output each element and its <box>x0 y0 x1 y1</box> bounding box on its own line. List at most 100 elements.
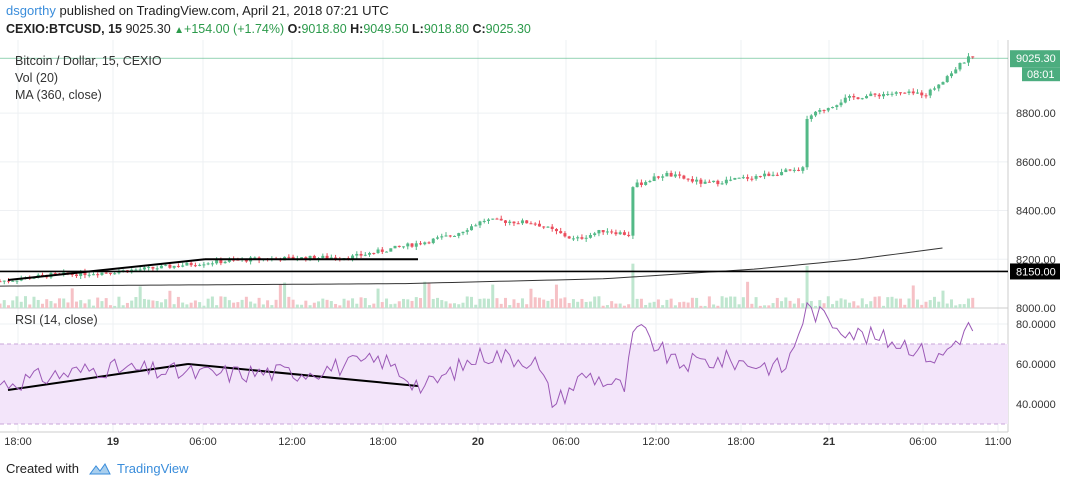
volume-bar <box>491 284 495 308</box>
volume-bar <box>66 302 70 308</box>
candle-body <box>890 93 894 95</box>
last-price-label: 9025.30 <box>1016 53 1056 65</box>
volume-bar <box>278 284 282 308</box>
volume-bar <box>189 302 193 308</box>
volume-bar <box>406 299 410 308</box>
candle-body <box>533 223 537 225</box>
volume-bar <box>36 299 40 308</box>
candle-body <box>368 252 372 255</box>
candle-body <box>491 218 495 220</box>
volume-bar <box>321 298 325 308</box>
volume-bar <box>155 300 159 308</box>
candle-body <box>576 237 580 239</box>
candle-body <box>631 187 635 236</box>
volume-bar <box>32 296 36 308</box>
volume-bar <box>469 296 473 308</box>
candle-body <box>155 268 159 270</box>
close-label: C: <box>469 22 486 36</box>
candle-body <box>635 182 639 188</box>
volume-bar <box>712 304 716 308</box>
price-tick-label: 8600.00 <box>1016 157 1056 169</box>
price-chart[interactable]: 8000.00 8200.00 8400.00 8600.00 8800.00 40.00… <box>0 40 1074 456</box>
time-axis: 18:00 19 06:00 12:00 18:00 20 06:00 12:00 18:00 2… <box>4 436 1011 448</box>
candle-body <box>627 234 631 236</box>
candle-body <box>419 243 423 245</box>
candle-body <box>19 278 23 281</box>
author-link[interactable]: dsgorthy <box>6 3 56 18</box>
volume-bar <box>83 303 87 308</box>
tradingview-link[interactable]: TradingView <box>116 461 189 476</box>
candle-body <box>100 272 104 275</box>
volume-bar <box>860 298 864 308</box>
candle-body <box>822 110 826 112</box>
candle-body <box>185 262 189 266</box>
candle-body <box>559 231 563 234</box>
volume-bar <box>826 296 830 308</box>
candle-body <box>172 265 176 268</box>
candle-body <box>440 236 444 238</box>
volume-bar <box>283 282 287 308</box>
candle-body <box>911 91 915 94</box>
candle-body <box>571 238 575 240</box>
volume-bar <box>597 296 601 308</box>
volume-bar <box>873 296 877 308</box>
candle-body <box>716 180 720 185</box>
candle-body <box>652 176 656 182</box>
candle-body <box>865 96 869 99</box>
volume-bar <box>758 305 762 308</box>
last-price: 9025.30 <box>122 22 175 36</box>
candle-body <box>461 231 465 234</box>
volume-bar <box>444 301 448 308</box>
rsi-trendline-up <box>7 363 189 391</box>
candle-body <box>907 91 911 93</box>
rsi-tick-label: 80.0000 <box>1016 319 1056 331</box>
candle-body <box>83 271 87 276</box>
volume-bar <box>45 299 49 308</box>
candle-body <box>355 253 359 256</box>
volume-bar <box>652 301 656 308</box>
candle-body <box>690 179 694 182</box>
candle-body <box>937 84 941 89</box>
volume-bar <box>19 301 23 308</box>
candle-body <box>605 231 609 233</box>
rsi-band <box>0 344 1008 424</box>
volume-bar <box>771 303 775 308</box>
candle-body <box>818 110 822 112</box>
volume-bar <box>920 304 924 308</box>
volume-bar <box>882 305 886 308</box>
time-tick-label: 21 <box>823 436 835 448</box>
candle-body <box>941 82 945 85</box>
volume-bar <box>402 298 406 308</box>
volume-bar <box>308 305 312 308</box>
volume-bar <box>567 303 571 308</box>
countdown-badge <box>1022 67 1060 82</box>
candle-body <box>699 179 703 184</box>
volume-bar <box>74 301 78 308</box>
candle-body <box>805 118 809 168</box>
volume-bar <box>448 303 452 308</box>
price-tick-label: 8800.00 <box>1016 108 1056 120</box>
candle-body <box>138 269 142 271</box>
candle-body <box>656 176 660 178</box>
volume-bar <box>23 296 27 308</box>
volume-bar <box>703 305 707 308</box>
candle-body <box>96 274 100 276</box>
volume-bar <box>512 299 516 308</box>
publish-line: dsgorthy published on TradingView.com, A… <box>6 3 389 18</box>
candle-body <box>644 182 648 185</box>
volume-bar <box>495 298 499 308</box>
volume-bar <box>809 300 813 308</box>
candle-body <box>164 264 168 266</box>
volume-bar <box>206 298 210 308</box>
volume-bar <box>618 303 622 308</box>
legend-rsi: RSI (14, close) <box>15 313 98 327</box>
candle-body <box>406 243 410 247</box>
volume-bar <box>958 304 962 308</box>
candle-body <box>554 229 558 232</box>
volume-bar <box>503 297 507 308</box>
candle-body <box>894 92 898 94</box>
candle-body <box>147 266 151 268</box>
volume-bar <box>96 297 100 308</box>
candle-body <box>465 230 469 232</box>
time-tick-label: 20 <box>472 436 484 448</box>
